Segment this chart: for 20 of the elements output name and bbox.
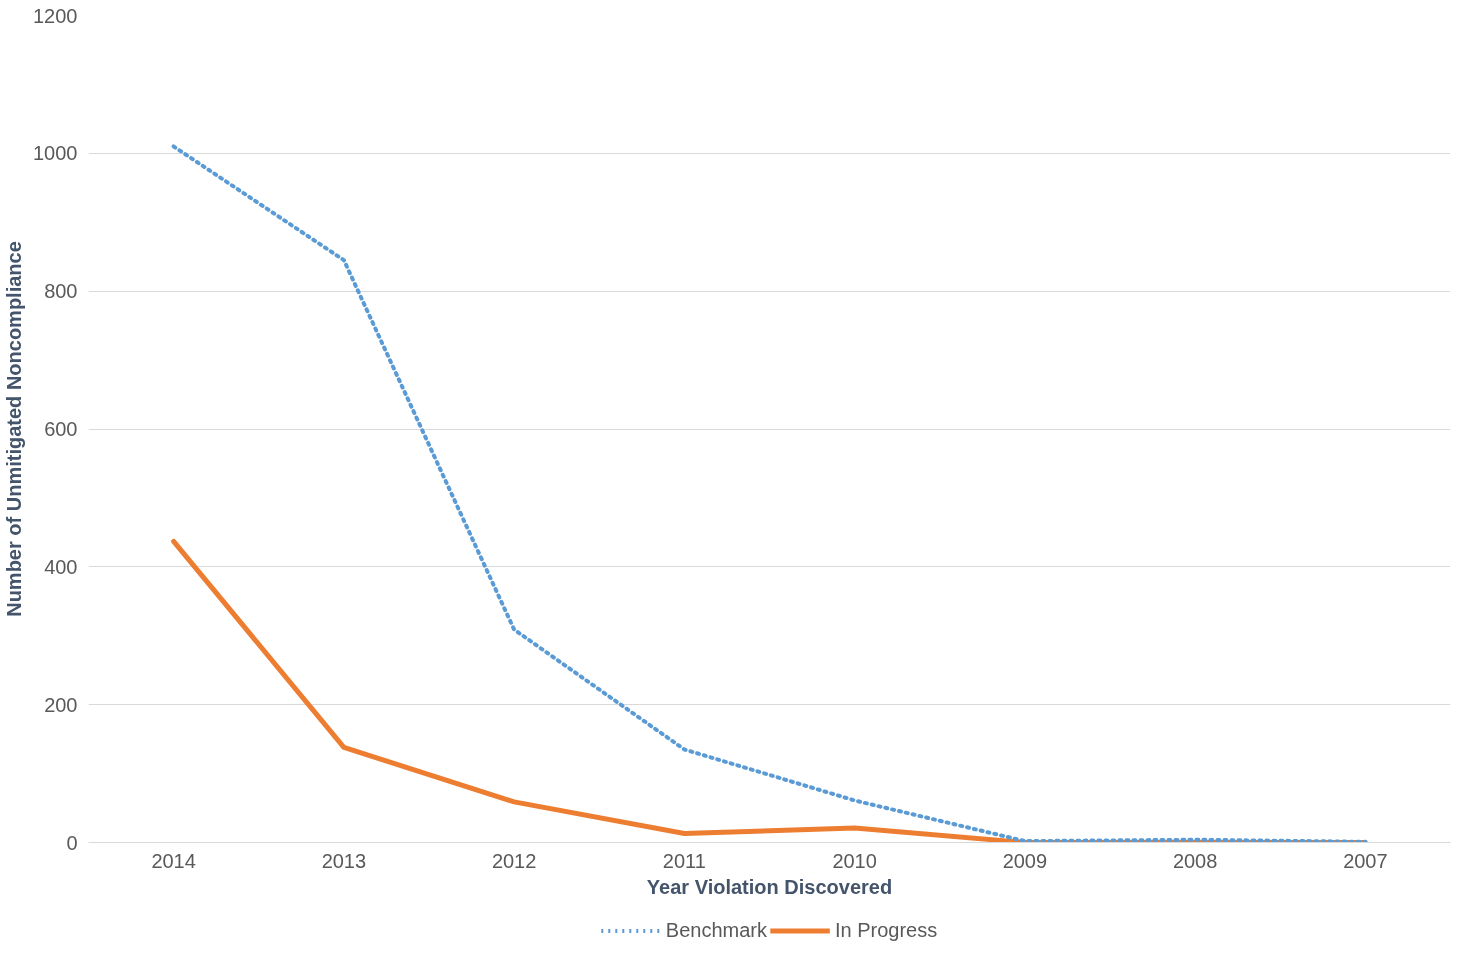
y-tick-label: 400	[44, 555, 78, 578]
x-tick-label: 2011	[662, 849, 706, 872]
y-tick-label: 600	[44, 418, 78, 440]
x-tick-label: 2009	[1002, 849, 1048, 872]
x-tick-label: 2008	[1172, 849, 1218, 872]
x-tick-label: 2007	[1343, 849, 1388, 872]
y-tick-label: 1200	[33, 4, 78, 27]
x-tick-label: 2010	[832, 849, 877, 872]
y-tick-label: 200	[44, 693, 78, 716]
x-tick-label: 2014	[151, 849, 196, 872]
x-tick-label: 2012	[491, 849, 537, 872]
y-axis-title: Number of Unmitigated Noncompliance	[3, 241, 26, 617]
y-tick-label: 800	[44, 280, 78, 303]
y-tick-label: 0	[66, 831, 78, 854]
x-tick-label: 2013	[321, 849, 367, 872]
legend-label: Benchmark	[665, 918, 767, 942]
legend-label: In Progress	[834, 918, 938, 942]
x-axis-title: Year Violation Discovered	[646, 875, 893, 898]
line-series	[171, 144, 1368, 843]
y-tick-label: 1000	[33, 142, 78, 165]
